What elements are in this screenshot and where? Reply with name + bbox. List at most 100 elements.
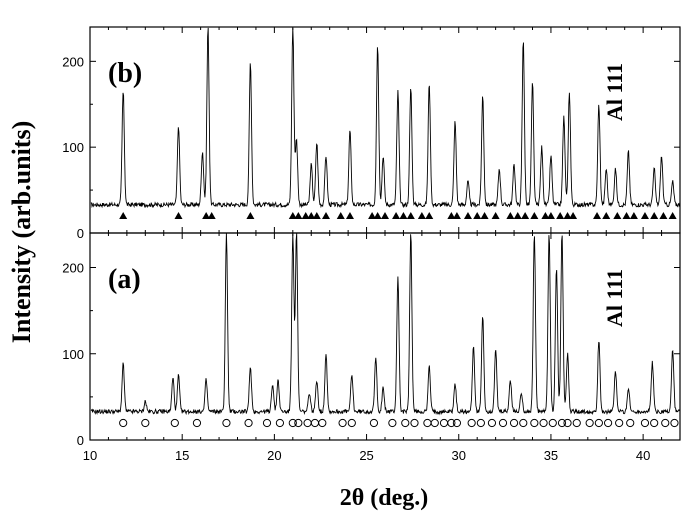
x-tick-label: 35 [544,448,558,463]
reflection-marker-triangle [668,212,677,219]
y-axis-title: Intensity (arb.units) [7,121,36,343]
reflection-marker-circle [294,418,303,428]
x-tick-label: 30 [452,448,466,463]
reflection-marker-triangle [406,212,415,219]
reflection-marker-circle [476,418,485,428]
reflection-marker-triangle [447,212,456,219]
reflection-marker-circle [447,418,456,428]
reflection-marker-triangle [650,212,659,219]
reflection-marker-triangle [119,212,128,219]
reflection-marker-circle [594,418,603,428]
reflection-marker-triangle [569,212,578,219]
reflection-marker-triangle [174,212,183,219]
reflection-marker-triangle [322,212,330,219]
reflection-marker-circle [509,418,519,428]
reflection-marker-triangle [593,212,602,219]
reflection-marker-triangle [530,212,539,219]
reflection-marker-triangle [381,212,389,219]
y-tick-label: 200 [62,261,84,276]
reflection-marker-circle [388,418,397,428]
reflection-marker-triangle [622,212,631,219]
x-tick-label: 25 [359,448,373,463]
reflection-marker-circle [530,418,539,428]
reflection-marker-circle [410,418,419,428]
reflection-marker-circle [119,418,128,428]
reflection-marker-circle [423,418,432,428]
reflection-marker-triangle [463,212,472,219]
y-tick-label: 100 [62,347,84,362]
reflection-marker-circle [338,418,347,428]
reflection-marker-triangle [425,212,434,219]
reflection-marker-triangle [392,212,401,219]
reflection-marker-circle [310,418,320,428]
reflection-marker-triangle [207,212,216,219]
reflection-marker-circle [640,418,650,428]
reflection-marker-circle [603,418,613,428]
reflection-marker-circle [670,418,679,428]
panel-b-label: (b) [108,58,142,89]
panel-a: 0 100 200 (a) Al 111 [62,232,681,448]
y-tick-label: 100 [62,140,84,155]
x-tick-label: 10 [83,448,97,463]
x-axis-title: 2θ (deg.) [340,485,429,511]
reflection-marker-circle [430,418,439,428]
reflection-marker-circle [192,418,202,428]
x-axis-ticks: 10 15 20 25 30 35 40 [83,448,651,463]
reflection-marker-triangle [602,212,611,219]
reflection-marker-triangle [368,212,377,219]
reflection-marker-triangle [491,212,500,219]
reflection-marker-circle [650,418,659,428]
reflection-marker-circle [519,418,528,428]
reflection-marker-triangle [452,212,461,219]
reflection-marker-circle [626,418,635,428]
reflection-marker-circle [557,418,567,428]
reflection-marker-triangle [345,212,354,219]
reflection-marker-triangle [202,212,211,219]
reflection-marker-triangle [336,212,345,219]
reflection-marker-triangle [417,212,426,219]
reflection-marker-triangle [556,212,565,219]
reflection-marker-triangle [629,212,638,219]
reflection-marker-triangle [563,212,572,219]
reflection-marker-circle [222,418,231,428]
x-tick-label: 15 [175,448,189,463]
reflection-marker-circle [572,418,581,428]
reflection-marker-triangle [480,212,489,219]
reflection-marker-triangle [513,212,522,219]
reflection-marker-circle [498,418,508,428]
panel-a-label: (a) [108,264,141,295]
reflection-marker-triangle [312,212,321,219]
reflection-marker-circle [262,418,272,428]
reflection-marker-circle [288,418,297,428]
reflection-marker-circle [141,418,150,428]
reflection-marker-circle [467,418,476,428]
reflection-marker-triangle [521,212,530,219]
reflection-marker-triangle [541,212,550,219]
reflection-marker-triangle [246,212,255,219]
reflection-marker-circle [563,418,572,428]
reflection-marker-triangle [288,212,297,219]
reflection-marker-circle [244,418,253,428]
reflection-marker-triangle [659,212,668,219]
y-tick-label: 200 [62,54,84,69]
reflection-marker-circle [452,418,462,428]
reflection-marker-circle [585,418,594,428]
panel-b-pattern-line [90,27,680,209]
reflection-marker-circle [275,418,285,428]
reflection-marker-circle [615,418,624,428]
reflection-marker-circle [318,418,327,428]
reflection-marker-circle [170,418,179,428]
reflection-marker-circle [303,418,312,428]
reflection-marker-triangle [301,212,310,219]
reflection-marker-triangle [307,212,316,219]
reflection-marker-circle [487,418,497,428]
x-tick-label: 20 [267,448,281,463]
reflection-marker-triangle [473,212,482,219]
reflection-marker-circle [548,418,557,428]
reflection-marker-triangle [294,212,303,219]
x-tick-label: 40 [636,448,650,463]
reflection-marker-circle [661,418,670,428]
reflection-marker-circle [369,418,379,428]
reflection-marker-triangle [640,212,649,219]
